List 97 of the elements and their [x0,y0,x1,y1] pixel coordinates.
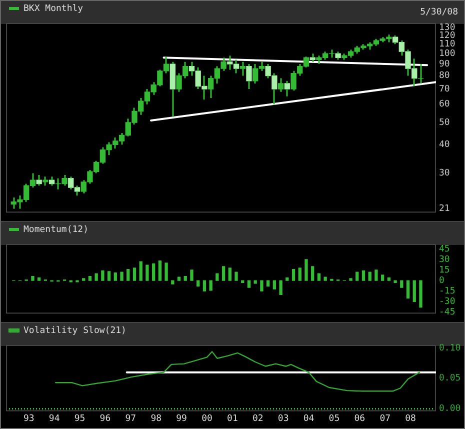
y-tick-label: 30 [439,168,450,179]
bar [146,264,149,281]
bar [152,263,156,281]
y-tick-label: 50 [439,118,450,128]
bar [279,280,282,295]
bar [400,280,404,288]
candlestick [240,61,246,77]
bar [387,277,391,281]
legend-label: Momentum(12) [24,224,89,235]
bar [304,259,308,281]
y-tick-label: 70 [439,84,450,94]
bar [222,266,226,281]
y-tick-label: 15 [439,265,450,276]
x-tick-label: 94 [48,414,60,424]
bar [419,280,422,308]
bar [37,277,41,281]
bar [126,268,130,281]
y-tick-label: 40 [439,140,450,150]
bar [120,272,124,281]
bar [406,280,410,298]
bar [88,276,92,281]
x-tick-label: 04 [303,414,314,424]
bar [298,268,302,281]
bar [177,276,181,281]
bar [209,280,212,291]
bar [349,278,352,281]
candlestick [42,176,48,186]
bar [324,276,327,281]
y-tick-label: 30 [439,254,450,265]
bar [241,280,244,283]
bar [158,260,162,281]
bar [368,272,372,281]
bar [234,272,238,281]
bar [394,280,397,283]
bar [132,268,136,281]
bar [31,276,34,281]
bar [114,272,117,281]
x-tick-label: 05 [328,414,340,424]
x-tick-label: 03 [278,414,289,424]
bar [380,274,384,281]
x-tick-label: 96 [100,414,111,424]
y-tick-label: 0.10 [439,343,461,354]
x-tick-label: 93 [23,414,34,424]
bar [272,280,276,290]
bar [317,273,321,281]
bar [94,273,98,281]
bar [202,280,206,292]
x-tick-label: 98 [150,414,162,424]
x-tick-label: 06 [354,414,366,424]
bar [247,280,251,288]
x-tick-label: 95 [74,414,86,424]
bar [171,280,174,284]
x-tick-label: 07 [380,414,391,424]
x-tick-label: 02 [252,414,264,424]
y-tick-label: 0.00 [439,404,461,414]
y-tick-label: 80 [439,71,450,82]
bar [286,277,289,281]
y-tick-label: 21 [439,204,450,214]
bar [254,280,257,284]
x-tick-label: 97 [125,414,136,424]
y-tick-label: 110 [439,39,456,50]
x-tick-label: 01 [227,414,238,424]
bar [139,261,142,281]
y-tick-label: -45 [439,308,456,318]
y-tick-label: 0.05 [439,374,461,384]
bar [412,280,416,302]
x-tick-label: 99 [176,414,187,424]
text: 5/30/08 [420,7,458,18]
bar [216,273,219,281]
bar [107,271,111,281]
bar [260,280,264,292]
y-tick-label: 45 [439,244,450,254]
bar [196,280,200,287]
bar [101,270,104,281]
bar [374,270,378,281]
bar [292,268,296,281]
y-tick-label: 90 [439,59,450,70]
y-tick-label: 60 [439,100,450,110]
bar [356,272,359,281]
bar [362,270,366,281]
candlestick [278,78,284,93]
x-tick-label: 08 [405,414,416,424]
x-tick-label: 00 [202,414,212,424]
y-tick-label: 100 [439,48,456,59]
bar [184,276,187,281]
bar [190,270,194,281]
bar [311,266,314,281]
legend-label: Volatility Slow(21) [24,326,126,336]
bar [266,280,270,287]
y-tick-label: 0 [439,276,444,286]
bar [228,268,232,281]
y-tick-label: -30 [439,296,456,307]
bar [164,262,168,281]
legend-label: BKX Monthly [24,4,84,14]
y-tick-label: 120 [439,30,456,41]
y-tick-label: -15 [439,286,456,296]
bar [82,278,86,281]
